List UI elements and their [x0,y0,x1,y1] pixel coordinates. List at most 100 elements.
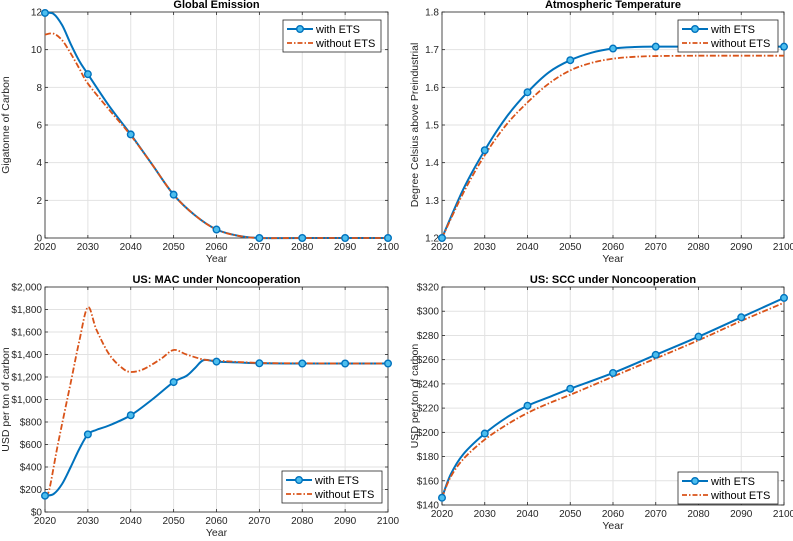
y-tick-label: $2,000 [11,283,42,294]
chart-title: US: MAC under Noncooperation [132,274,300,286]
x-tick-label: 2040 [516,242,539,253]
y-axis-label: USD per ton of carbon [409,344,421,449]
y-axis-label: Gigatonne of Carbon [0,76,12,174]
data-point-with-ets [780,293,789,302]
legend-label-without-ets: without ETS [314,489,374,501]
x-tick-label: 2060 [205,242,228,253]
data-point-with-ets [523,401,532,410]
x-tick-label: 2020 [34,242,57,253]
x-tick-label: 2050 [163,516,186,527]
x-tick-label: 2070 [248,516,271,527]
y-axis-label: USD per ton of carbon [0,347,12,452]
x-tick-label: 2020 [34,516,57,527]
y-tick-label: 12 [31,8,43,19]
x-tick-label: 2030 [77,516,100,527]
legend-marker-with-ets [691,477,700,486]
data-point-with-ets [438,493,447,502]
y-tick-label: $400 [20,463,43,474]
x-axis-label: Year [602,520,624,532]
data-point-with-ets [438,233,447,242]
x-tick-label: 2070 [645,509,668,520]
y-tick-label: $1,400 [11,350,42,361]
x-tick-label: 2090 [730,242,753,253]
x-tick-label: 2060 [602,509,625,520]
y-tick-label: $220 [417,404,440,415]
legend: with ETS without ETS [677,19,779,53]
y-axis-label: Degree Celsius above Preindustrial [409,43,421,208]
data-point-with-ets [523,88,532,97]
legend-label-without-ets: without ETS [710,490,770,502]
y-tick-label: $800 [20,418,43,429]
data-point-with-ets [480,146,489,155]
series-line-without-ets [45,32,388,240]
data-point-with-ets [651,42,660,51]
data-point-with-ets [41,8,50,17]
data-point-with-ets [212,225,221,234]
x-tick-label: 2100 [773,242,793,253]
y-tick-label: 2 [36,196,42,207]
y-tick-label: $160 [417,476,440,487]
data-point-with-ets [694,332,703,341]
y-tick-label: $200 [20,485,43,496]
series-line-without-ets [442,301,784,499]
legend-label-with-ets: with ETS [710,24,755,36]
data-point-with-ets [169,378,178,387]
x-tick-label: 2030 [474,509,497,520]
legend-label-with-ets: with ETS [314,475,359,487]
data-point-with-ets [83,70,92,79]
y-tick-label: $0 [31,508,43,519]
x-tick-label: 2030 [474,242,497,253]
x-tick-label: 2020 [431,242,454,253]
x-tick-label: 2060 [205,516,228,527]
data-point-with-ets [651,350,660,359]
y-tick-label: $1,000 [11,395,42,406]
y-tick-label: 1.4 [425,158,439,169]
y-tick-label: 1.8 [425,8,439,19]
y-tick-label: $1,200 [11,373,42,384]
data-point-with-ets [212,357,221,366]
legend-label-with-ets: with ETS [315,24,360,36]
data-point-with-ets [126,411,135,420]
x-tick-label: 2100 [773,509,793,520]
x-tick-label: 2030 [77,242,100,253]
y-tick-label: $200 [417,428,440,439]
chart-title: US: SCC under Noncooperation [530,274,697,286]
chart-panel-1: 2020 2030 2040 2050 2060 2070 2080 2090 2100 0 2 4 6… [0,0,400,265]
y-tick-label: $140 [417,501,440,512]
y-tick-label: $280 [417,331,440,342]
y-tick-label: 1.2 [425,234,439,245]
y-tick-label: 1.6 [425,83,439,94]
data-point-with-ets [384,233,393,242]
x-tick-label: 2040 [120,242,143,253]
x-tick-label: 2080 [291,516,314,527]
x-tick-label: 2040 [516,509,539,520]
data-point-with-ets [298,359,307,368]
x-tick-label: 2050 [559,242,582,253]
legend-marker-with-ets [296,25,305,34]
legend: with ETS without ETS [281,470,383,504]
y-tick-label: $260 [417,355,440,366]
y-tick-label: $600 [20,440,43,451]
data-point-with-ets [255,233,264,242]
y-tick-label: $240 [417,379,440,390]
legend-label-without-ets: without ETS [315,38,375,50]
data-point-with-ets [780,42,789,51]
y-tick-label: 1.5 [425,121,439,132]
x-tick-label: 2050 [559,509,582,520]
chart-title: Global Emission [173,0,259,11]
y-tick-label: 1.3 [425,196,439,207]
chart-panel-3: 2020 2030 2040 2050 2060 2070 2080 2090 2100 $0 $2… [0,274,400,539]
legend-marker-with-ets [691,25,700,34]
y-tick-label: $1,600 [11,328,42,339]
x-tick-label: 2080 [687,242,710,253]
data-point-with-ets [126,130,135,139]
data-point-with-ets [480,429,489,438]
y-tick-label: $320 [417,283,440,294]
data-point-with-ets [609,368,618,377]
x-tick-label: 2090 [334,242,357,253]
legend-marker-with-ets [295,476,304,485]
data-point-with-ets [298,233,307,242]
x-axis-label: Year [206,527,228,539]
y-tick-label: $180 [417,452,440,463]
